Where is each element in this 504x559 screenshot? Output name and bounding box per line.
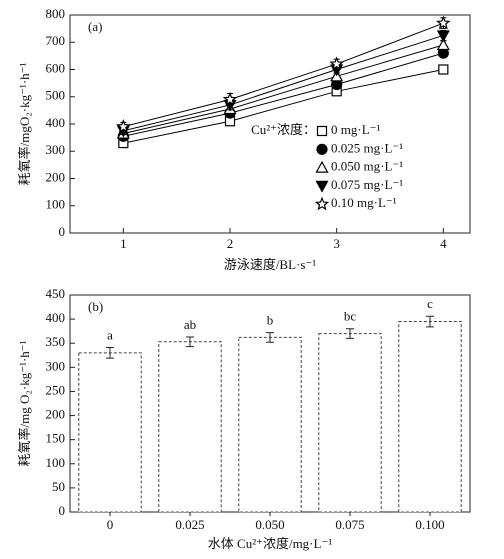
point [329,56,344,71]
x-tick-label: 4 [440,236,447,251]
y-tick-label: 50 [52,479,65,494]
error-bar [426,315,434,328]
series-line [123,34,444,132]
x-tick-label: 0.050 [255,517,284,532]
error-bar [186,336,194,348]
y-tick-label: 0 [59,503,66,518]
y-tick-label: 400 [46,310,66,325]
significance-label: ab [184,317,196,332]
y-tick-label: 300 [46,358,66,373]
legend-marker [315,180,329,193]
y-tick-label: 700 [46,33,66,48]
legend-label: 0.050 mg·L⁻¹ [331,159,403,174]
y-tick-label: 0 [59,224,66,239]
legend-label: 0.10 mg·L⁻¹ [331,195,397,210]
panel-label: (a) [88,19,102,34]
error-bar [106,347,114,359]
y-tick-label: 500 [46,88,66,103]
y-tick-label: 100 [46,455,66,470]
point [436,15,451,30]
error-bar [346,328,354,339]
y-tick-label: 250 [46,382,66,397]
point [438,64,449,75]
error-bar [266,332,274,343]
point [222,91,238,106]
x-tick-label: 2 [227,236,234,251]
bar [158,341,222,513]
point [116,119,131,133]
y-tick-label: 200 [46,169,66,184]
x-axis-label: 水体 Cu²⁺浓度/mg·L⁻¹ [208,536,333,551]
x-tick-label: 0.075 [335,517,364,532]
significance-label: b [267,313,274,328]
legend-label: 0 mg·L⁻¹ [331,122,380,137]
legend-marker [316,143,328,155]
x-tick-label: 0 [107,517,114,532]
y-tick-label: 100 [46,197,66,212]
legend-marker [314,196,330,211]
y-tick-label: 450 [46,286,66,301]
bar [398,321,462,513]
significance-label: c [427,296,433,311]
point [436,38,450,51]
legend-label: 0.075 mg·L⁻¹ [331,177,403,192]
y-tick-label: 350 [46,334,66,349]
legend-marker [316,125,328,137]
point [436,30,450,43]
y-tick-label: 600 [46,60,66,75]
significance-label: a [107,328,113,343]
legend-label: 0.025 mg·L⁻¹ [331,140,403,155]
series-line [123,22,444,128]
x-tick-label: 0.100 [415,517,444,532]
y-axis-label: 耗氧率/mg O₂·kg⁻¹·h⁻¹ [17,340,32,466]
bar [238,336,302,513]
x-tick-label: 1 [120,236,127,251]
y-tick-label: 800 [46,6,66,21]
y-axis-label: 耗氧率/mgO₂·kg⁻¹·h⁻¹ [17,62,32,185]
y-tick-label: 400 [46,115,66,130]
legend-title: Cu²⁺浓度： [251,122,316,137]
y-tick-label: 150 [46,431,66,446]
series-line [123,44,444,135]
bar [318,333,382,513]
significance-label: bc [344,309,357,324]
y-tick-label: 200 [46,407,66,422]
series-line [123,69,444,144]
panel-label: (b) [88,299,103,314]
x-tick-label: 3 [333,236,340,251]
legend-marker [315,160,329,173]
series-line [123,52,444,137]
x-tick-label: 0.025 [175,517,204,532]
x-axis-label: 游泳速度/BL·s⁻¹ [224,257,316,272]
y-tick-label: 300 [46,142,66,157]
bar [78,352,142,513]
